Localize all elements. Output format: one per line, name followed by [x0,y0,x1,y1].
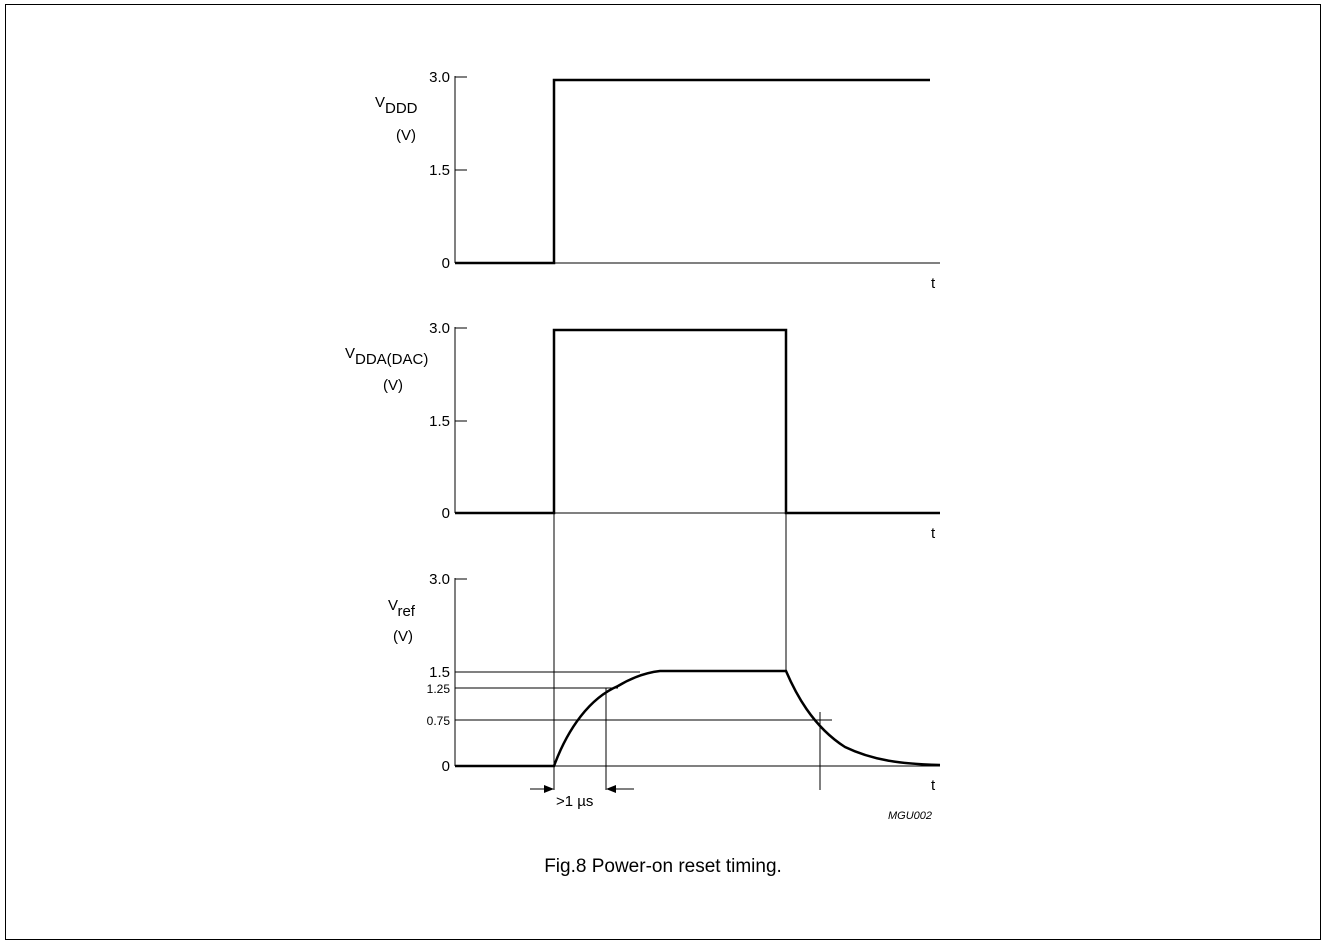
vref-tick-label-0-75: 0.75 [427,714,451,728]
panel-vref: 3.0 1.5 1.25 0.75 0 Vref (V) t [388,571,941,794]
vdda-tick-label-0: 0 [442,505,450,522]
delay-arrowhead-right [606,785,616,793]
vdda-tick-label-1-5: 1.5 [429,413,450,430]
delay-annotation: >1 µs [530,785,634,810]
vref-axis-label: Vref [388,597,416,620]
panel-vddd: 3.0 1.5 0 VDDD (V) t [375,69,940,292]
vdda-axis-label: VDDA(DAC) [345,345,428,368]
vref-waveform [455,669,941,768]
figure-id: MGU002 [888,810,932,822]
vddd-time-label: t [931,275,936,292]
vddd-tick-label-1-5: 1.5 [429,162,450,179]
delay-label: >1 µs [556,793,593,810]
vdda-tick-label-3: 3.0 [429,320,450,337]
vref-unit-label: (V) [393,628,413,645]
vref-tick-label-3: 3.0 [429,571,450,588]
panel-vdda-dac: 3.0 1.5 0 VDDA(DAC) (V) t [345,320,940,542]
vdda-unit-label: (V) [383,377,403,394]
vref-tick-label-1-25: 1.25 [427,682,451,696]
vref-time-label: t [931,777,936,794]
vddd-tick-label-3: 3.0 [429,69,450,86]
vddd-tick-label-0: 0 [442,255,450,272]
vref-tick-label-0: 0 [442,758,450,775]
vddd-unit-label: (V) [396,127,416,144]
figure-caption: Fig.8 Power-on reset timing. [544,856,782,877]
vddd-axis-label: VDDD [375,94,418,117]
delay-arrowhead-left [544,785,554,793]
vdda-waveform [455,328,940,515]
vddd-waveform [455,78,930,265]
vdda-time-label: t [931,525,936,542]
vref-tick-label-1-5: 1.5 [429,664,450,681]
figure-frame [5,4,1321,940]
